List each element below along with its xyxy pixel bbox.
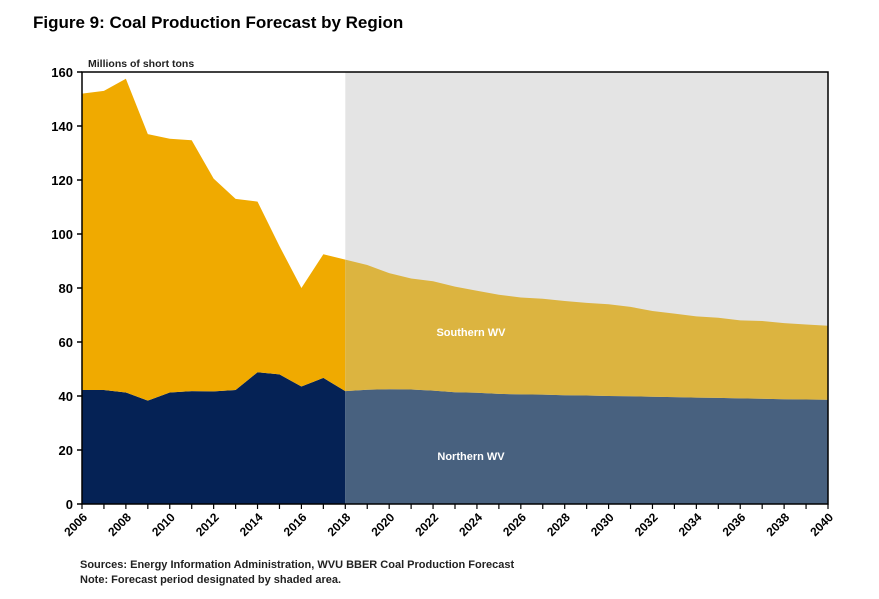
- chart-title: Figure 9: Coal Production Forecast by Re…: [33, 13, 404, 32]
- x-tick-label: 2040: [807, 510, 836, 539]
- y-tick-label: 40: [59, 389, 73, 404]
- northern-wv-area-historical: [82, 372, 346, 504]
- x-tick-label: 2030: [588, 510, 617, 539]
- y-tick-label: 140: [51, 119, 73, 134]
- y-tick-label: 120: [51, 173, 73, 188]
- x-tick-label: 2020: [369, 510, 398, 539]
- x-tick-label: 2032: [632, 510, 661, 539]
- series-label-southern: Southern WV: [436, 327, 506, 339]
- series-label-northern: Northern WV: [437, 451, 505, 463]
- northern-wv-area-forecast: [345, 389, 828, 504]
- y-tick-label: 60: [59, 335, 73, 350]
- x-tick-label: 2026: [500, 510, 529, 539]
- x-tick-label: 2028: [544, 510, 573, 539]
- y-tick-label: 100: [51, 227, 73, 242]
- sources-note: Sources: Energy Information Administrati…: [80, 559, 515, 571]
- x-tick-label: 2006: [61, 510, 90, 539]
- y-tick-label: 20: [59, 443, 73, 458]
- x-tick-label: 2018: [325, 510, 354, 539]
- southern-wv-area-historical: [82, 78, 346, 401]
- southern-wv-area-forecast: [345, 259, 828, 400]
- y-axis-label: Millions of short tons: [88, 58, 194, 70]
- y-tick-label: 80: [59, 281, 73, 296]
- x-tick-label: 2010: [149, 510, 178, 539]
- x-tick-label: 2016: [281, 510, 310, 539]
- x-tick-label: 2012: [193, 510, 222, 539]
- x-tick-label: 2038: [763, 510, 792, 539]
- x-tick-label: 2034: [676, 510, 705, 539]
- y-tick-label: 160: [51, 65, 73, 80]
- x-tick-label: 2014: [237, 510, 266, 539]
- x-tick-label: 2022: [412, 510, 441, 539]
- forecast-note: Note: Forecast period designated by shad…: [80, 574, 342, 586]
- x-tick-label: 2036: [720, 510, 749, 539]
- x-tick-label: 2024: [456, 510, 485, 539]
- y-tick-label: 0: [66, 497, 73, 512]
- x-tick-label: 2008: [105, 510, 134, 539]
